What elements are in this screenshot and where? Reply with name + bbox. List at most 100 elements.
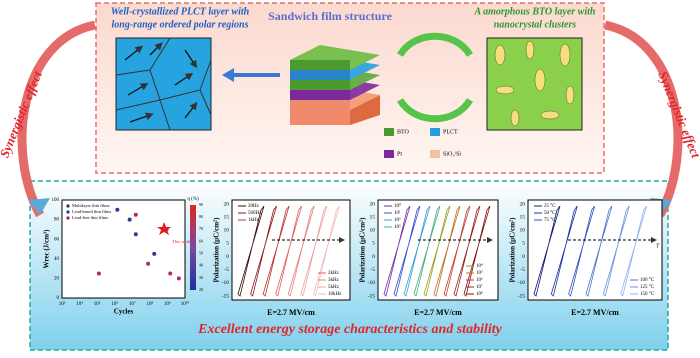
- legend-label: 5kHz: [328, 285, 340, 290]
- colorbar-tick: 30: [199, 275, 203, 280]
- loop: [287, 205, 315, 297]
- loop: [585, 205, 613, 297]
- field-label: E=2.7 MV/cm: [267, 308, 315, 317]
- title: Sandwich film structure: [268, 9, 392, 23]
- caption: A amorphous BTO layer with: [474, 6, 596, 17]
- legend-label: Multilayer thin films: [72, 203, 110, 208]
- colorbar-label: η (%): [187, 197, 199, 202]
- plot-frame: [61, 199, 186, 299]
- caption: Well-crystallized PLCT layer with: [111, 6, 250, 17]
- scatter-point: [133, 212, 138, 217]
- x-tick-label: 10⁸: [146, 301, 153, 307]
- y-tick-label: 10: [520, 228, 526, 234]
- scatter-point: [127, 217, 132, 222]
- arrow-left: [17, 20, 97, 218]
- x-tick-label: 10⁶: [111, 301, 118, 307]
- legend-label: 500Hz: [248, 211, 262, 216]
- legend-label: 150 °C: [640, 292, 655, 297]
- arrow-label: T: [656, 243, 660, 249]
- legend-label: 10⁸: [476, 291, 483, 297]
- y-label: Polarization (μC/cm²): [359, 217, 367, 283]
- loop: [300, 205, 328, 297]
- legend-label: Pt: [397, 151, 402, 157]
- x-tick-label: 10⁵: [94, 301, 101, 307]
- legend-label: 2kHz: [328, 271, 340, 276]
- loop: [533, 205, 561, 297]
- legend-label: 125 °C: [640, 285, 655, 290]
- arrow-right: [603, 20, 683, 218]
- y-tick-label: -5: [370, 267, 375, 273]
- legend-label: 10⁵: [476, 270, 483, 276]
- x-label: Cycles: [114, 308, 134, 316]
- caption: nanocrystal clusters: [494, 19, 577, 30]
- legend-marker: [66, 210, 70, 214]
- colorbar-tick: 20: [199, 287, 203, 292]
- scatter-point: [96, 271, 101, 276]
- x-tick-label: 10³: [59, 301, 66, 307]
- y-tick-label: 10: [224, 228, 230, 234]
- y-tick-label: 5: [522, 241, 525, 247]
- x-tick-label: 10⁴: [76, 301, 83, 307]
- y-tick-label: -5: [520, 267, 525, 273]
- colorbar: [190, 205, 196, 290]
- plct-domains: [115, 37, 212, 131]
- y-tick-label: -10: [518, 280, 526, 286]
- legend-label: 10⁴: [476, 263, 483, 269]
- y-label: Polarization (μC/cm²): [509, 217, 517, 283]
- legend-label: 10kHz: [328, 292, 342, 297]
- scatter-point: [176, 276, 181, 281]
- plot-frame: [527, 199, 663, 301]
- legend-label: 75 °C: [544, 218, 556, 223]
- y-label: Wrec (J/cm³): [43, 229, 51, 269]
- x-tick-label: 10¹⁰: [181, 301, 190, 307]
- legend-marker: [66, 216, 70, 220]
- y-tick-label: -15: [368, 293, 376, 299]
- y-tick-label: 20: [224, 201, 230, 207]
- scatter-point: [168, 271, 173, 276]
- loop: [620, 205, 648, 297]
- colorbar-tick: 90: [199, 202, 203, 207]
- legend-label: Lead-free thin films: [72, 215, 108, 220]
- plot-frame: [377, 199, 499, 301]
- legend-label: 10³: [394, 224, 401, 230]
- loop: [413, 205, 441, 297]
- y-tick-label: 20: [54, 277, 60, 282]
- loop: [237, 205, 265, 297]
- loop: [550, 205, 578, 297]
- y-tick-label: 15: [520, 214, 526, 220]
- loop: [443, 205, 471, 297]
- y-tick-label: 100: [52, 198, 60, 203]
- y-tick-label: 0: [522, 254, 525, 260]
- bto-clusters: [486, 37, 583, 131]
- legend-label: 10²: [394, 217, 401, 223]
- legend-label: PLCT: [443, 129, 458, 135]
- field-label: E=2.7 MV/cm: [414, 308, 462, 317]
- y-tick-label: -10: [222, 280, 230, 286]
- caption: long-range ordered polar regions: [112, 19, 249, 30]
- cycle-arrow: [397, 97, 473, 123]
- y-tick-label: 40: [54, 257, 60, 262]
- legend-label: 1kHz: [248, 218, 260, 223]
- legend-label: 20Hz: [248, 204, 260, 209]
- loop: [250, 205, 277, 297]
- y-tick-label: 5: [226, 241, 229, 247]
- legend-label: BTO: [397, 129, 410, 135]
- y-tick-label: 5: [372, 241, 375, 247]
- loop: [312, 205, 340, 297]
- y-tick-label: 15: [370, 214, 376, 220]
- y-tick-label: 80: [54, 218, 60, 223]
- colorbar-tick: 60: [199, 238, 203, 243]
- arrow-head: [222, 68, 234, 82]
- loop: [262, 205, 290, 297]
- loop: [453, 205, 481, 297]
- x-tick-label: 10⁷: [129, 301, 136, 307]
- legend-label: 100 °C: [640, 278, 655, 283]
- star: [157, 222, 172, 235]
- y-tick-label: -15: [222, 293, 230, 299]
- field-label: E=2.7 MV/cm: [571, 308, 619, 317]
- colorbar-tick: 80: [199, 214, 203, 219]
- y-tick-label: 0: [57, 296, 60, 301]
- loop: [433, 205, 461, 297]
